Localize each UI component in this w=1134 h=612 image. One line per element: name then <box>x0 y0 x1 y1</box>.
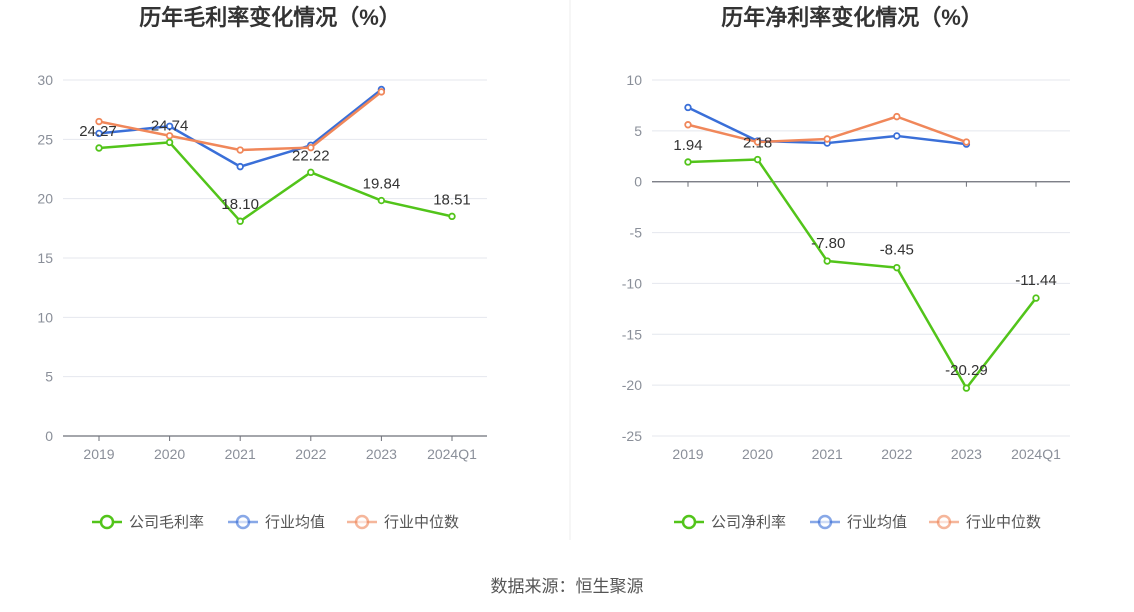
legend-swatch-circle <box>681 514 697 530</box>
net-margin-chart: 历年净利率变化情况（%） -25 -20 -15 -10 -5 0 5 10 2019 2020 2… <box>622 5 1070 531</box>
legend-swatch-circle <box>817 514 833 530</box>
data-label: -8.45 <box>880 242 914 259</box>
y-tick-label: 15 <box>37 250 53 266</box>
series-line-0 <box>687 158 1037 390</box>
legend-swatch-circle <box>936 514 952 530</box>
legend-swatch-circle <box>354 514 370 530</box>
y-tick-label: 10 <box>626 72 642 88</box>
data-point[interactable] <box>684 158 692 166</box>
x-tick-label: 2021 <box>812 446 843 462</box>
data-source: 数据来源：恒生聚源 <box>491 577 644 596</box>
data-point[interactable] <box>307 143 315 152</box>
data-point[interactable] <box>95 117 103 126</box>
y-tick-label: -10 <box>622 275 642 291</box>
x-tick-label: 2022 <box>295 446 326 462</box>
data-label: 1.94 <box>673 137 702 154</box>
data-point[interactable] <box>165 122 174 130</box>
x-tick-label: 2023 <box>366 446 397 462</box>
chart-title: 历年毛利率变化情况（%） <box>139 5 401 30</box>
y-tick-label: 25 <box>37 131 53 147</box>
y-tick-label: 20 <box>37 191 53 207</box>
legend-item-0[interactable]: 公司毛利率 <box>92 514 204 531</box>
data-point[interactable] <box>753 155 762 164</box>
data-point[interactable] <box>962 384 971 392</box>
x-tick-label: 2024Q1 <box>427 446 477 462</box>
data-point[interactable] <box>307 168 315 177</box>
data-point[interactable] <box>962 138 971 146</box>
data-point[interactable] <box>893 132 901 140</box>
data-label: 24.27 <box>79 123 117 140</box>
data-point[interactable] <box>95 129 103 138</box>
gross-margin-chart: 历年毛利率变化情况（%） 0 5 10 15 20 25 30 2019 2020 2021 202… <box>37 5 487 531</box>
x-tick-label: 2019 <box>672 446 703 462</box>
data-label: 19.84 <box>363 176 401 193</box>
y-tick-label: 5 <box>45 369 53 385</box>
legend-swatch-circle <box>235 514 251 530</box>
legend-item-0[interactable]: 公司净利率 <box>674 514 786 531</box>
series-line-1 <box>98 88 383 168</box>
y-tick-label: 0 <box>634 174 642 190</box>
data-label: 22.22 <box>292 147 330 164</box>
data-point[interactable] <box>1032 294 1040 302</box>
data-point[interactable] <box>753 138 762 146</box>
data-point[interactable] <box>448 212 456 221</box>
series-line-2 <box>98 90 383 152</box>
y-tick-label: -20 <box>622 377 642 393</box>
data-point[interactable] <box>823 135 831 143</box>
legend-item-1[interactable]: 行业均值 <box>228 514 325 531</box>
data-point[interactable] <box>165 138 174 147</box>
data-label: -7.80 <box>811 235 845 252</box>
data-label: 18.10 <box>221 196 259 213</box>
legend-label: 行业均值 <box>265 514 325 531</box>
legend: 公司毛利率 行业均值 行业中位数 <box>92 514 459 531</box>
x-tick-label: 2021 <box>225 446 256 462</box>
x-tick-label: 2023 <box>951 446 982 462</box>
legend-label: 公司毛利率 <box>129 514 204 531</box>
series-line-0 <box>98 141 453 223</box>
data-point[interactable] <box>236 162 244 171</box>
y-tick-label: -5 <box>630 225 643 241</box>
legend-item-1[interactable]: 行业均值 <box>810 514 907 531</box>
y-tick-label: -15 <box>622 326 642 342</box>
data-point[interactable] <box>377 88 386 96</box>
data-label: -11.44 <box>1015 272 1056 289</box>
legend-swatch-circle <box>99 514 115 530</box>
data-point[interactable] <box>684 121 692 129</box>
legend-label: 行业中位数 <box>384 514 459 531</box>
y-tick-label: 5 <box>634 123 642 139</box>
data-point[interactable] <box>893 112 901 121</box>
legend-label: 行业均值 <box>847 514 907 531</box>
data-point[interactable] <box>236 217 244 225</box>
data-point[interactable] <box>684 103 692 112</box>
legend: 公司净利率 行业均值 行业中位数 <box>674 514 1041 531</box>
legend-item-2[interactable]: 行业中位数 <box>929 514 1041 531</box>
data-label: -20.29 <box>945 362 988 379</box>
x-tick-label: 2022 <box>881 446 912 462</box>
data-label: 24.74 <box>151 117 189 134</box>
data-point[interactable] <box>893 263 901 272</box>
data-point[interactable] <box>823 257 831 265</box>
y-tick-label: -25 <box>622 428 642 444</box>
y-tick-label: 10 <box>37 309 53 325</box>
chart-title: 历年净利率变化情况（%） <box>721 5 983 30</box>
data-point[interactable] <box>377 196 386 205</box>
legend-label: 公司净利率 <box>711 514 786 531</box>
x-tick-label: 2020 <box>742 446 773 462</box>
x-tick-label: 2019 <box>83 446 114 462</box>
data-point[interactable] <box>95 144 103 152</box>
legend-item-2[interactable]: 行业中位数 <box>347 514 459 531</box>
data-point[interactable] <box>236 146 244 154</box>
y-tick-label: 0 <box>45 428 53 444</box>
data-point[interactable] <box>165 132 174 140</box>
y-tick-label: 30 <box>37 72 53 88</box>
x-tick-label: 2024Q1 <box>1011 446 1061 462</box>
legend-label: 行业中位数 <box>966 514 1041 531</box>
data-label: 18.51 <box>433 191 471 208</box>
x-tick-label: 2020 <box>154 446 185 462</box>
data-label: 2.18 <box>743 135 772 152</box>
